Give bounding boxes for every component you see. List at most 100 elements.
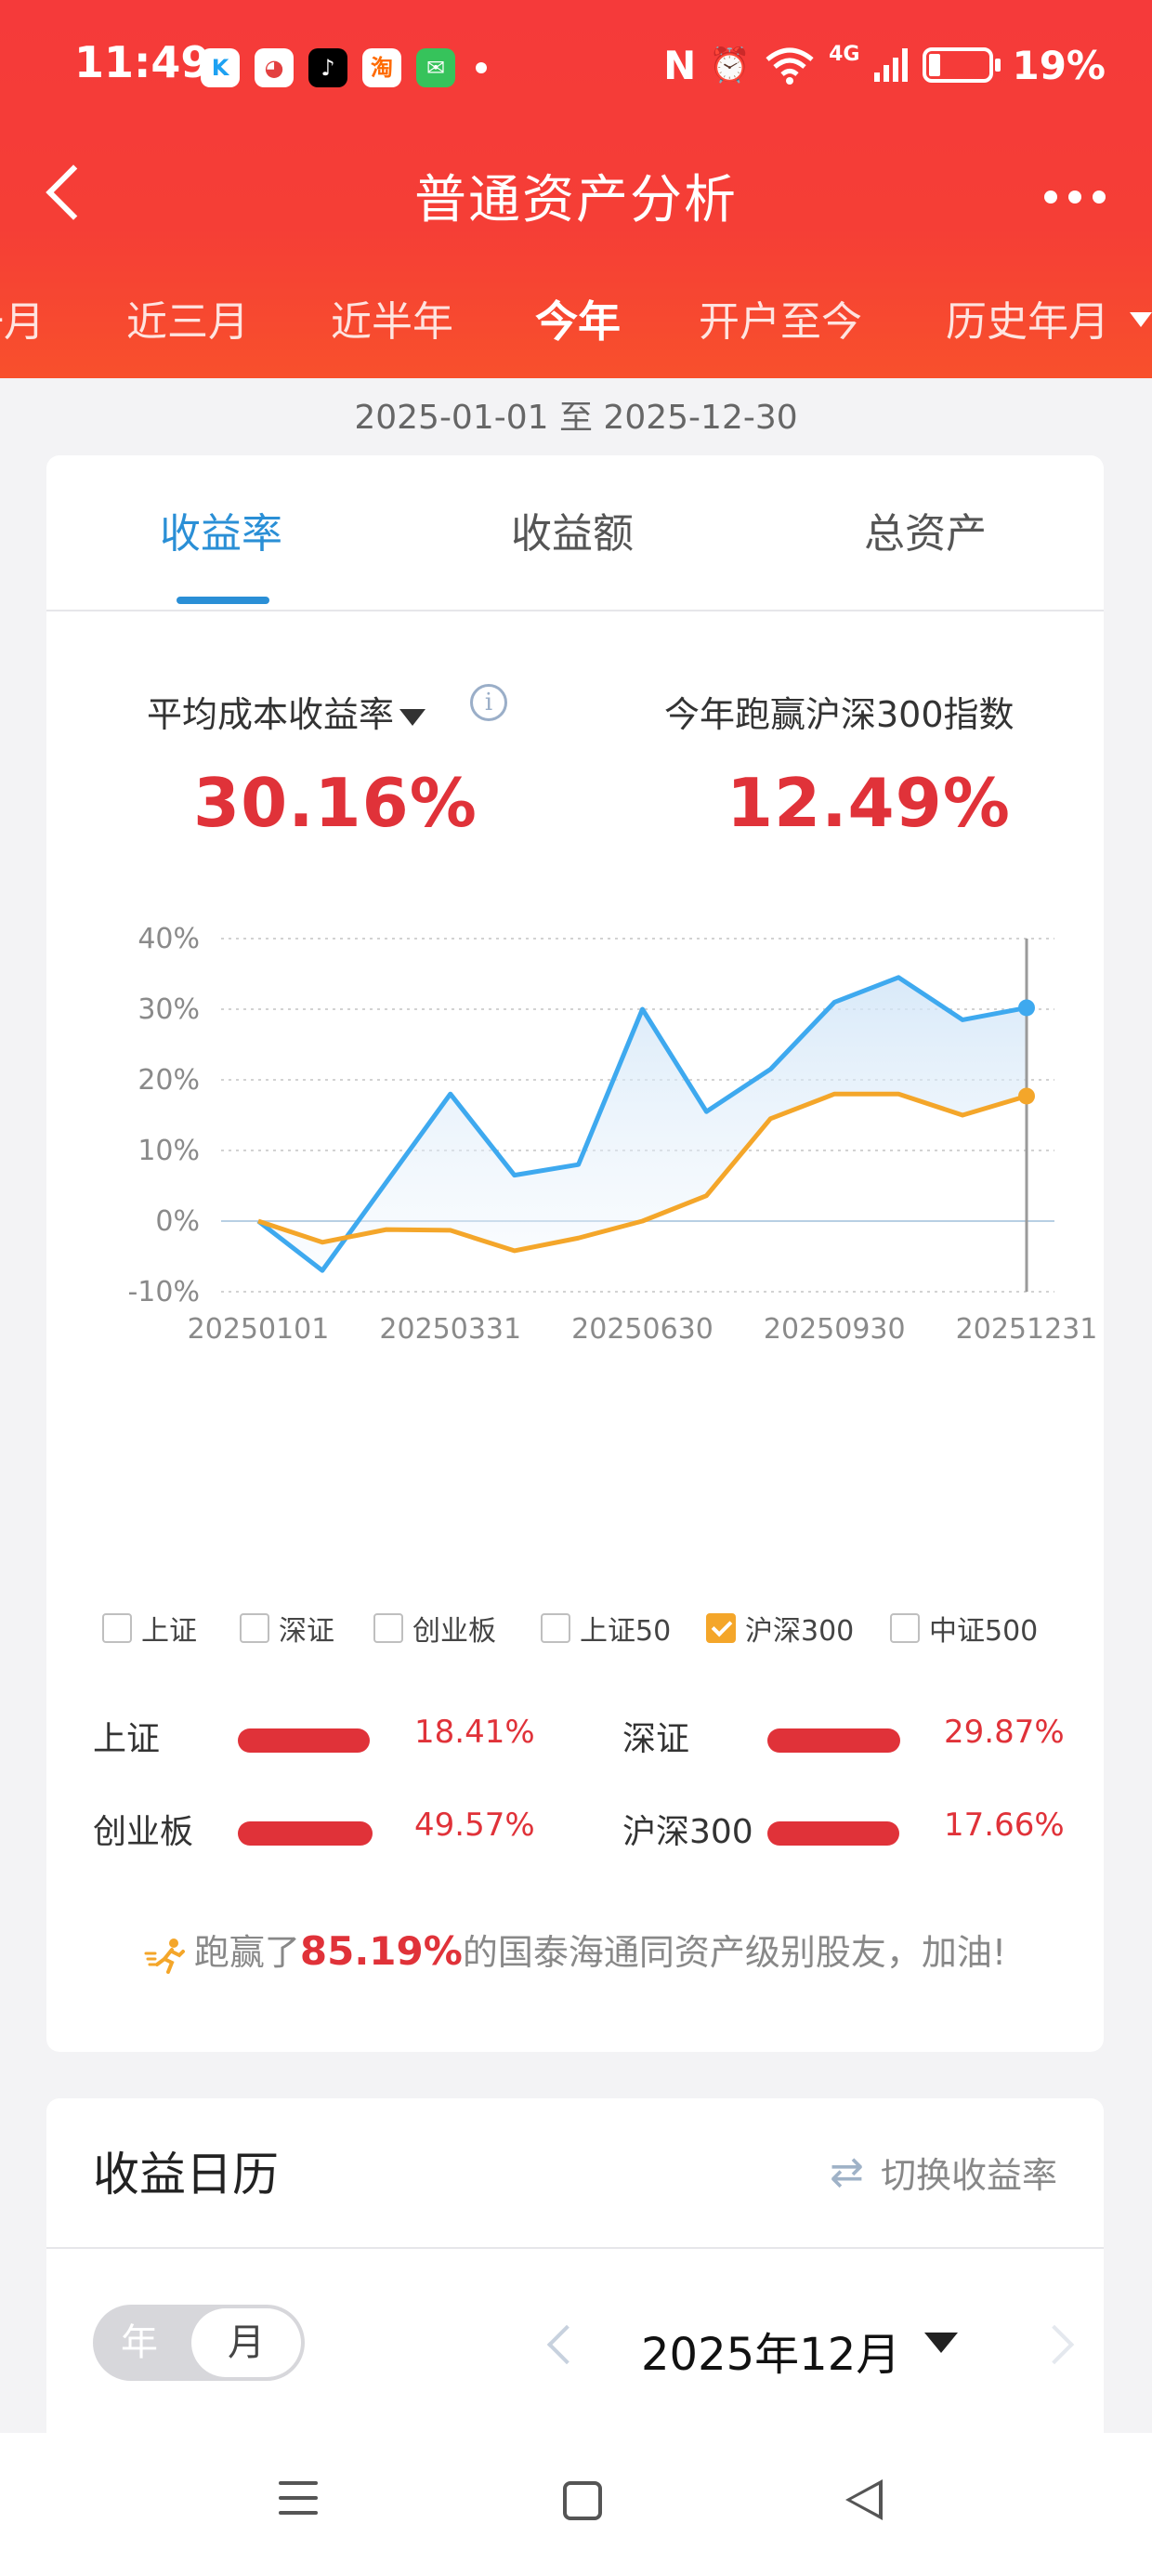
legend-csi300[interactable]: 沪深300	[706, 1608, 854, 1649]
history-dropdown-caret-icon[interactable]	[1130, 312, 1152, 327]
legend-chinext[interactable]: 创业板	[373, 1608, 496, 1649]
legend-shenzhen[interactable]: 深证	[240, 1608, 334, 1649]
back-triangle-icon[interactable]	[845, 2479, 883, 2520]
y-tick-label: 10%	[137, 1135, 200, 1167]
prev-month-chevron-icon[interactable]	[546, 2324, 587, 2365]
more-notifications-dot	[476, 62, 487, 73]
checkbox-icon	[890, 1613, 920, 1643]
index-bar-chinext	[238, 1821, 373, 1846]
alarm-icon: ⏰	[709, 46, 752, 85]
index-name-chinext: 创业板	[93, 1813, 194, 1851]
legend-shanghai[interactable]: 上证	[102, 1608, 197, 1649]
date-range: 2025-01-01 至 2025-12-30	[354, 399, 798, 437]
series-gap-area	[258, 977, 1027, 1271]
index-value-csi300: 17.66%	[944, 1807, 1065, 1844]
tab-return-rate[interactable]: 收益率	[160, 510, 282, 558]
checkbox-icon	[102, 1613, 132, 1643]
switch-label: 切换收益率	[880, 2155, 1057, 2196]
panda-app-icon: ◕	[255, 48, 294, 87]
status-time: 11:49	[74, 37, 211, 87]
metric-tabs: 收益率 收益额 总资产	[46, 455, 1104, 611]
tab-half-year[interactable]: 近半年	[331, 298, 453, 346]
x-tick-label: 20251231	[956, 1313, 1098, 1346]
tab-one-month[interactable]: 一月	[0, 298, 45, 346]
index-value-chinext: 49.57%	[414, 1807, 535, 1844]
system-nav-bar	[0, 2433, 1152, 2576]
tab-total-assets[interactable]: 总资产	[864, 510, 987, 558]
divider	[46, 2247, 1104, 2249]
legend-csi500[interactable]: 中证500	[890, 1608, 1038, 1649]
y-tick-label: 20%	[137, 1064, 200, 1097]
return-analysis-card: 收益率 收益额 总资产 平均成本收益率 i 30.16% 今年跑赢沪深300指数…	[46, 455, 1104, 2052]
return-type-selector[interactable]: 平均成本收益率	[147, 686, 426, 737]
beat-suffix: 的国泰海通同资产级别股友，加油!	[462, 1932, 1007, 1973]
index-name-csi300: 沪深300	[622, 1813, 753, 1851]
status-right: N ⏰ 4G 19%	[663, 37, 1106, 93]
tab-history-year-month[interactable]: 历史年月	[946, 298, 1109, 346]
y-tick-label: -10%	[127, 1276, 200, 1308]
index-legend: 上证 深证 创业板 上证50 沪深300 中证500	[102, 1608, 1106, 1654]
beat-percent: 85.19%	[299, 1928, 463, 1974]
y-tick-label: 40%	[137, 923, 200, 955]
avg-cost-return-value: 30.16%	[193, 764, 478, 842]
nfc-icon: N	[663, 42, 697, 88]
month-dropdown-caret-icon[interactable]	[924, 2333, 958, 2353]
csi300-line	[257, 1091, 1028, 1254]
index-value-shanghai: 18.41%	[414, 1714, 535, 1751]
tab-three-months[interactable]: 近三月	[126, 298, 249, 346]
signal-icon	[874, 48, 909, 82]
index-bar-shanghai	[238, 1728, 370, 1753]
year-month-toggle: 年 月	[93, 2305, 305, 2381]
beat-peers-banner: 跑赢了85.19%的国泰海通同资产级别股友，加油!	[46, 1924, 1104, 1975]
app-header: 11:49 K ◕ ♪ 淘 ✉ N ⏰ 4G 19% 普通资产分析	[0, 0, 1152, 378]
recent-apps-icon[interactable]	[279, 2481, 318, 2526]
tab-this-year[interactable]: 今年	[535, 296, 621, 347]
wifi-icon	[766, 47, 814, 85]
checkbox-checked-icon	[706, 1613, 736, 1643]
return-type-label: 平均成本收益率	[147, 694, 395, 735]
status-bar: 11:49 K ◕ ♪ 淘 ✉ N ⏰ 4G 19%	[0, 0, 1152, 139]
home-icon[interactable]	[563, 2481, 602, 2520]
beat-index-label: 今年跑赢沪深300指数	[664, 694, 1015, 735]
y-tick-label: 30%	[137, 993, 200, 1026]
active-tab-indicator	[177, 597, 269, 604]
switch-return-rate-button[interactable]: ⇄ 切换收益率	[830, 2147, 1057, 2198]
portfolio-return-line	[256, 975, 1028, 1273]
beat-index-value: 12.49%	[727, 764, 1011, 842]
messages-icon: ✉	[416, 48, 455, 87]
x-tick-label: 20250930	[764, 1313, 906, 1346]
toggle-year[interactable]: 年	[121, 2321, 158, 2364]
index-bar-csi300	[767, 1821, 899, 1846]
portfolio-end-point	[1018, 999, 1035, 1017]
return-line-chart[interactable]: 40% 30% 20% 10% 0% -10% 20250101 20250331 202506…	[46, 901, 1104, 1571]
period-tabs: 一月 近三月 近半年 今年 开户至今 历史年月	[0, 279, 1152, 362]
running-man-icon	[144, 1938, 185, 1974]
x-tick-label: 20250630	[571, 1313, 713, 1346]
x-tick-label: 20250101	[188, 1313, 330, 1346]
info-icon[interactable]: i	[470, 684, 507, 721]
more-options-button[interactable]	[1044, 191, 1106, 204]
caret-down-icon	[399, 708, 426, 726]
tab-since-opening[interactable]: 开户至今	[699, 298, 862, 346]
page-title: 普通资产分析	[414, 170, 738, 230]
checkbox-icon	[373, 1613, 403, 1643]
network-label: 4G	[829, 43, 860, 66]
toggle-month[interactable]: 月	[191, 2308, 301, 2377]
battery-icon	[923, 47, 1001, 83]
y-tick-label: 0%	[155, 1205, 200, 1238]
next-month-chevron-icon[interactable]	[1034, 2324, 1075, 2365]
battery-percent: 19%	[1012, 42, 1106, 88]
legend-sse50[interactable]: 上证50	[541, 1608, 671, 1649]
x-tick-label: 20250331	[379, 1313, 521, 1346]
kuaishou-icon: K	[201, 48, 240, 87]
current-month[interactable]: 2025年12月	[641, 2329, 901, 2381]
nav-bar: 普通资产分析	[0, 139, 1152, 251]
checkbox-icon	[541, 1613, 570, 1643]
csi300-end-point	[1018, 1087, 1035, 1105]
index-bar-shenzhen	[767, 1728, 900, 1753]
calendar-title: 收益日历	[93, 2148, 279, 2201]
beat-prefix: 跑赢了	[193, 1932, 300, 1973]
tab-return-amount[interactable]: 收益额	[511, 510, 634, 558]
swap-arrows-icon: ⇄	[830, 2149, 864, 2196]
index-name-shenzhen: 深证	[622, 1720, 690, 1758]
